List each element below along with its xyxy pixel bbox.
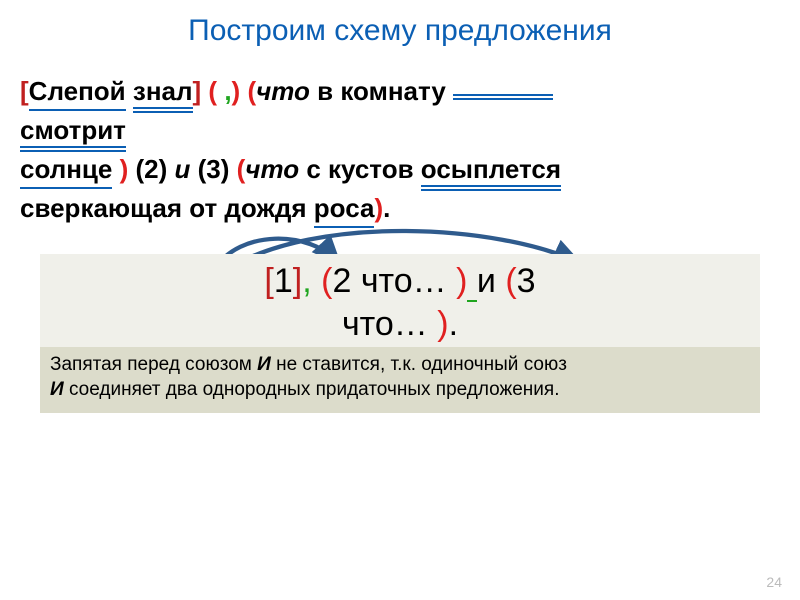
note-text: Запятая перед союзом И не ставится, т.к.… [50,353,750,402]
comma-green-1: , [224,76,231,106]
chto-2: что [245,154,299,184]
open-square-bracket: [ [20,76,29,106]
schema-p-open-2: ( [505,262,516,300]
close-paren-1: ) [232,76,241,106]
i-word: и [174,154,190,184]
schema-i: и [477,262,496,300]
schema-line-2: что… ). [50,303,750,346]
note-part3: соединяет два однородных придаточных пре… [64,379,560,400]
predicate-blank [453,74,553,100]
schema-chto-2: что… [342,305,428,343]
period: . [383,193,390,223]
close-paren-2: ) [112,154,128,184]
note-box: Запятая перед союзом И не ставится, т.к.… [40,347,760,412]
text-rest-1: в комнату [310,76,446,106]
schema-comma: , [302,262,311,300]
close-paren-3: ) [374,193,383,223]
schema-p-open-1: ( [321,262,332,300]
schema-1: 1 [274,262,293,300]
num-2: (2) [128,154,174,184]
sentence-line-1: [Слепой знал ] ( ,) (что в комнату [20,74,780,113]
schema-2chto: 2 что… [332,262,446,300]
schema-p-close-2: ) [437,305,448,343]
page-number: 24 [766,574,782,590]
schema-gap-1 [312,262,321,300]
predicate-2: смотрит [20,113,126,152]
schema-3: 3 [517,262,536,300]
schema-period: . [449,305,458,343]
schema-gap-4 [496,262,505,300]
open-paren-2: ( [247,76,256,106]
schema-gap-3 [467,262,476,300]
schema-wrap: [1], (2 что… ) и (3 что… ). Запятая пере… [20,254,780,412]
sentence-line-3: солнце ) (2) и (3) (что с кустов осыплет… [20,152,780,191]
note-part1: Запятая перед союзом [50,354,257,375]
open-paren-3: ( [237,154,246,184]
slide-title: Построим схему предложения [0,0,800,48]
open-paren-1: ( [208,76,217,106]
schema-p-close-1: ) [456,262,467,300]
sentence-line-2: смотрит [20,113,780,152]
schema-line-1: [1], (2 что… ) и (3 [50,260,750,303]
predicate-1: знал [133,74,193,113]
schema-sq-open: [ [264,262,273,300]
note-i1: И [257,354,271,375]
body: [Слепой знал ] ( ,) (что в комнату смотр… [0,48,800,413]
schema-gap-5 [428,305,437,343]
text-rest-2: с кустов [299,154,421,184]
note-i2: И [50,379,64,400]
schema-box: [1], (2 что… ) и (3 что… ). [40,254,760,347]
schema-gap-2 [447,262,456,300]
note-part2: не ставится, т.к. одиночный союз [271,354,567,375]
num-3: (3) [190,154,236,184]
chto-1: что [256,76,310,106]
subject-2: солнце [20,152,112,187]
schema-sq-close: ] [293,262,302,300]
slide: Построим схему предложения [Слепой знал … [0,0,800,600]
subject-1: Слепой [29,74,126,109]
close-square-bracket: ] [193,76,202,106]
subject-3: роса [314,191,375,226]
predicate-3: осыплется [421,152,561,191]
sentence-line-4: сверкающая от дождя роса). [20,191,780,226]
text-4: сверкающая от дождя [20,193,314,223]
